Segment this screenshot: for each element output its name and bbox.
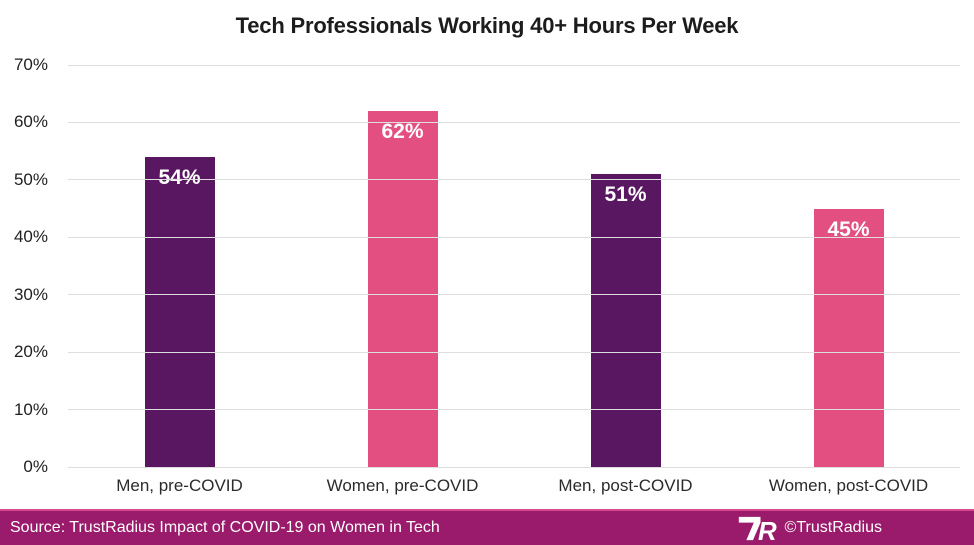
chart-title: Tech Professionals Working 40+ Hours Per… — [235, 13, 739, 38]
gridline-40 — [68, 236, 960, 238]
gridline-20 — [68, 351, 960, 353]
gridline-10 — [68, 409, 960, 411]
y-tick-label-20: 20% — [13, 342, 48, 362]
gridline-50 — [68, 179, 960, 181]
bar-value-label-men-pre-covid: 54% — [158, 165, 201, 189]
svg-text:R: R — [758, 518, 777, 542]
bar-value-label-men-post-covid: 51% — [604, 183, 647, 207]
bar-women-pre-covid: 62% — [367, 110, 438, 467]
y-tick-label-70: 70% — [13, 55, 48, 74]
gridline-0 — [68, 466, 960, 468]
footer-branding: R ©TrustRadius — [738, 511, 882, 545]
x-tick-label-men-pre-covid: Men, pre-COVID — [116, 476, 243, 495]
x-axis: Men, pre-COVID Women, pre-COVID Men, post-… — [68, 476, 960, 496]
y-tick-label-30: 30% — [13, 284, 48, 304]
y-axis: 0% 10% 20% 30% 40% 50% 60% 70% — [0, 0, 48, 545]
y-tick-label-0: 0% — [23, 457, 48, 476]
bar-value-label-women-pre-covid: 62% — [381, 119, 424, 143]
gridline-70 — [68, 64, 960, 66]
y-tick-label-50: 50% — [13, 169, 48, 189]
bars-row: 54% 62% 51% 45% — [68, 65, 960, 467]
x-tick-label-women-pre-covid: Women, pre-COVID — [326, 476, 479, 495]
bar-slot-men-post-covid: 51% — [514, 65, 737, 467]
x-tick-label-women-post-covid: Women, post-COVID — [768, 476, 929, 495]
y-tick-label-40: 40% — [13, 227, 48, 247]
bar-value-label-women-post-covid: 45% — [827, 217, 870, 241]
source-attribution: Source: TrustRadius Impact of COVID-19 o… — [10, 519, 440, 536]
bar-slot-women-pre-covid: 62% — [291, 65, 514, 467]
trustradius-tr-logo-icon: R — [738, 516, 777, 542]
x-tick-label-men-post-covid: Men, post-COVID — [558, 476, 693, 495]
bar-slot-women-post-covid: 45% — [737, 65, 960, 467]
gridline-60 — [68, 121, 960, 123]
bar-men-pre-covid: 54% — [144, 156, 215, 467]
plot-area: 54% 62% 51% 45% — [68, 64, 960, 468]
bar-men-post-covid: 51% — [590, 174, 661, 467]
y-tick-label-60: 60% — [13, 112, 48, 132]
y-tick-label-10: 10% — [13, 399, 48, 419]
copyright-text: ©TrustRadius — [784, 519, 882, 536]
gridline-30 — [68, 294, 960, 296]
bar-slot-men-pre-covid: 54% — [68, 65, 291, 467]
bar-women-post-covid: 45% — [813, 208, 884, 467]
footer-bar: Source: TrustRadius Impact of COVID-19 o… — [0, 509, 974, 545]
